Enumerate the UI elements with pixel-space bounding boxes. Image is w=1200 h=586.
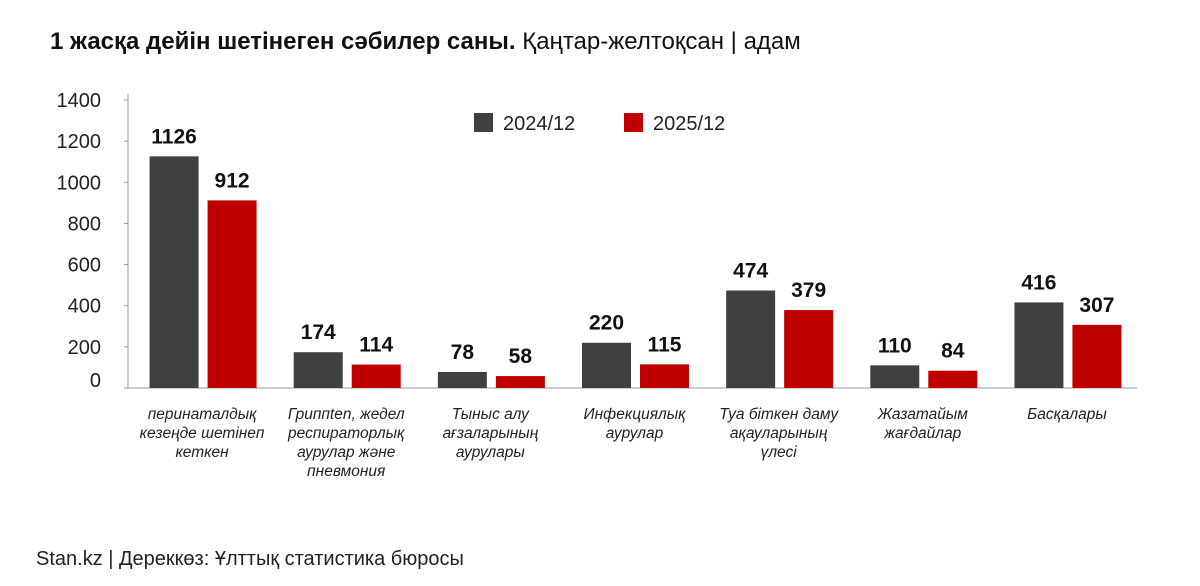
y-tick-label: 200	[68, 337, 101, 359]
x-category-label: кеткен	[175, 444, 229, 461]
bar-2025-12-6	[928, 370, 978, 388]
value-label: 1126	[151, 125, 197, 148]
bar-2024-12-1	[149, 156, 199, 388]
x-category-label: ағзаларының	[442, 425, 538, 442]
x-category-label: Туа біткен даму	[719, 406, 839, 423]
y-tick-label: 600	[68, 255, 101, 277]
value-label: 78	[451, 341, 475, 364]
x-category-label: перинаталдық	[148, 406, 257, 423]
legend-label: 2025/12	[653, 113, 725, 135]
chart-title: 1 жасқа дейін шетінеген сәбилер саны. Қа…	[50, 28, 801, 56]
bar-2024-12-3	[437, 371, 487, 388]
value-label: 220	[589, 312, 624, 335]
chart-title-subtitle: Қаңтар-желтоқсан | адам	[515, 28, 801, 55]
x-category-label: Тыныс алу	[452, 406, 530, 423]
x-category-label: үлесі	[761, 444, 798, 461]
value-label: 379	[791, 279, 826, 302]
x-category-label: жағдайлар	[883, 425, 961, 442]
bar-2025-12-2	[351, 364, 401, 388]
bar-2024-12-4	[582, 342, 631, 388]
bar-2025-12-1	[207, 200, 257, 388]
x-category-label: Гриппten, жедел	[288, 406, 405, 423]
x-category-label: аурулар және	[297, 444, 396, 461]
x-category-label: Жазатайым	[877, 406, 969, 423]
x-category-label: ақауларының	[730, 425, 828, 442]
value-label: 84	[941, 340, 965, 363]
chart-title-bold: 1 жасқа дейін шетінеген сәбилер саны.	[50, 28, 516, 55]
value-label: 416	[1021, 271, 1056, 294]
value-label: 58	[509, 345, 533, 368]
value-label: 912	[215, 169, 250, 192]
y-tick-label: 400	[68, 296, 101, 318]
value-label: 174	[301, 321, 336, 344]
x-category-label: аурулары	[456, 444, 526, 461]
bar-2024-12-5	[726, 290, 776, 388]
bar-2025-12-7	[1072, 324, 1122, 388]
legend-label: 2024/12	[503, 113, 575, 135]
bar-2025-12-5	[784, 310, 834, 388]
value-label: 110	[878, 334, 912, 357]
value-label: 115	[648, 333, 682, 356]
bar-2024-12-2	[293, 352, 343, 388]
bar-2024-12-6	[870, 365, 920, 388]
y-tick-label: 0	[90, 370, 101, 392]
y-tick-label: 1000	[57, 172, 102, 194]
x-category-label: аурулар	[606, 425, 664, 442]
value-label: 307	[1079, 294, 1114, 317]
legend-swatch-2024-12	[474, 113, 493, 132]
bar-2025-12-3	[495, 376, 545, 388]
source-footer: Stan.kz | Дереккөз: Ұлттық статистика бю…	[36, 548, 464, 570]
y-tick-label: 1400	[57, 90, 102, 112]
bar-2025-12-4	[640, 364, 689, 388]
x-category-label: респираторлық	[287, 425, 405, 442]
value-label: 114	[359, 334, 393, 357]
legend-swatch-2025-12	[624, 113, 643, 132]
y-tick-label: 800	[68, 213, 101, 235]
x-category-label: кезеңде шетінеп	[140, 425, 265, 442]
x-category-label: Басқалары	[1027, 406, 1107, 423]
x-category-label: Инфекциялық	[584, 406, 687, 423]
bar-2024-12-7	[1014, 302, 1064, 388]
y-tick-label: 1200	[57, 131, 102, 153]
x-category-label: пневмония	[307, 463, 385, 480]
value-label: 474	[733, 259, 768, 282]
